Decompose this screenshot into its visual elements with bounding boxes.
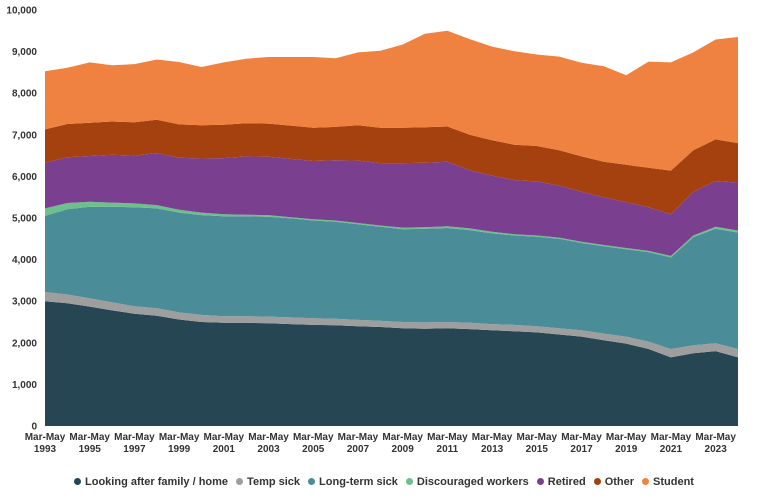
y-tick-label: 6,000 bbox=[12, 172, 37, 183]
legend-label: Student bbox=[653, 476, 694, 488]
y-tick-label: 7,000 bbox=[12, 130, 37, 141]
y-tick-label: 0 bbox=[31, 422, 37, 433]
legend-swatch bbox=[593, 478, 601, 485]
y-tick-label: 4,000 bbox=[12, 255, 37, 266]
legend-label: Discouraged workers bbox=[416, 476, 529, 488]
x-tick-label: Mar-May 2003 bbox=[248, 432, 289, 455]
x-tick-label: Mar-May 2001 bbox=[204, 432, 245, 455]
x-tick-label: Mar-May 1993 bbox=[25, 432, 66, 455]
legend: Looking after family / home Temp sick Long… bbox=[0, 476, 768, 488]
legend-item: Discouraged workers bbox=[405, 476, 529, 488]
legend-label: Long-term sick bbox=[319, 476, 398, 488]
area-layers bbox=[45, 30, 738, 426]
y-axis: 0 1,000 2,000 3,000 4,000 5,000 6,000 7,000 8,00… bbox=[6, 6, 37, 433]
legend-item: Temp sick bbox=[236, 476, 300, 488]
y-tick-label: 10,000 bbox=[6, 6, 37, 17]
area-series-5 bbox=[45, 119, 738, 215]
y-tick-label: 9,000 bbox=[12, 47, 37, 58]
x-tick-label: Mar-May 1999 bbox=[159, 432, 200, 455]
y-tick-label: 5,000 bbox=[12, 214, 37, 225]
legend-swatch bbox=[405, 478, 413, 485]
area-series-0 bbox=[45, 301, 738, 426]
legend-swatch bbox=[308, 478, 316, 485]
x-tick-label: Mar-May 2023 bbox=[695, 432, 736, 455]
y-tick-label: 3,000 bbox=[12, 297, 37, 308]
x-tick-label: Mar-May 2021 bbox=[651, 432, 692, 455]
legend-swatch bbox=[74, 478, 82, 485]
legend-label: Retired bbox=[547, 476, 586, 488]
legend-label: Other bbox=[604, 476, 635, 488]
area-series-2 bbox=[45, 206, 738, 349]
legend-label: Looking after family / home bbox=[85, 476, 229, 488]
area-series-1 bbox=[45, 292, 738, 358]
area-series-4 bbox=[45, 153, 738, 256]
x-tick-label: Mar-May 1995 bbox=[69, 432, 110, 455]
legend-item: Retired bbox=[536, 476, 586, 488]
stacked-area-chart: 0 1,000 2,000 3,000 4,000 5,000 6,000 7,000 8,00… bbox=[6, 6, 738, 455]
legend-item: Student bbox=[642, 476, 694, 488]
legend-item: Other bbox=[593, 476, 635, 488]
legend-item: Long-term sick bbox=[308, 476, 398, 488]
x-tick-label: Mar-May 1997 bbox=[114, 432, 155, 455]
x-tick-label: Mar-May 2005 bbox=[293, 432, 334, 455]
x-tick-label: Mar-May 2009 bbox=[382, 432, 423, 455]
x-tick-label: Mar-May 2015 bbox=[517, 432, 558, 455]
legend-item: Looking after family / home bbox=[74, 476, 228, 488]
legend-label: Temp sick bbox=[247, 476, 301, 488]
x-tick-label: Mar-May 2011 bbox=[427, 432, 468, 455]
x-tick-label: Mar-May 2017 bbox=[561, 432, 602, 455]
area-series-3 bbox=[45, 201, 738, 258]
y-tick-label: 8,000 bbox=[12, 89, 37, 100]
x-tick-label: Mar-May 2013 bbox=[472, 432, 513, 455]
legend-swatch bbox=[536, 478, 544, 485]
x-tick-label: Mar-May 2007 bbox=[338, 432, 379, 455]
legend-swatch bbox=[236, 478, 244, 485]
x-tick-label: Mar-May 2019 bbox=[606, 432, 647, 455]
y-tick-label: 2,000 bbox=[12, 338, 37, 349]
y-tick-label: 1,000 bbox=[12, 380, 37, 391]
legend-swatch bbox=[642, 478, 650, 485]
area-series-6 bbox=[45, 30, 738, 171]
